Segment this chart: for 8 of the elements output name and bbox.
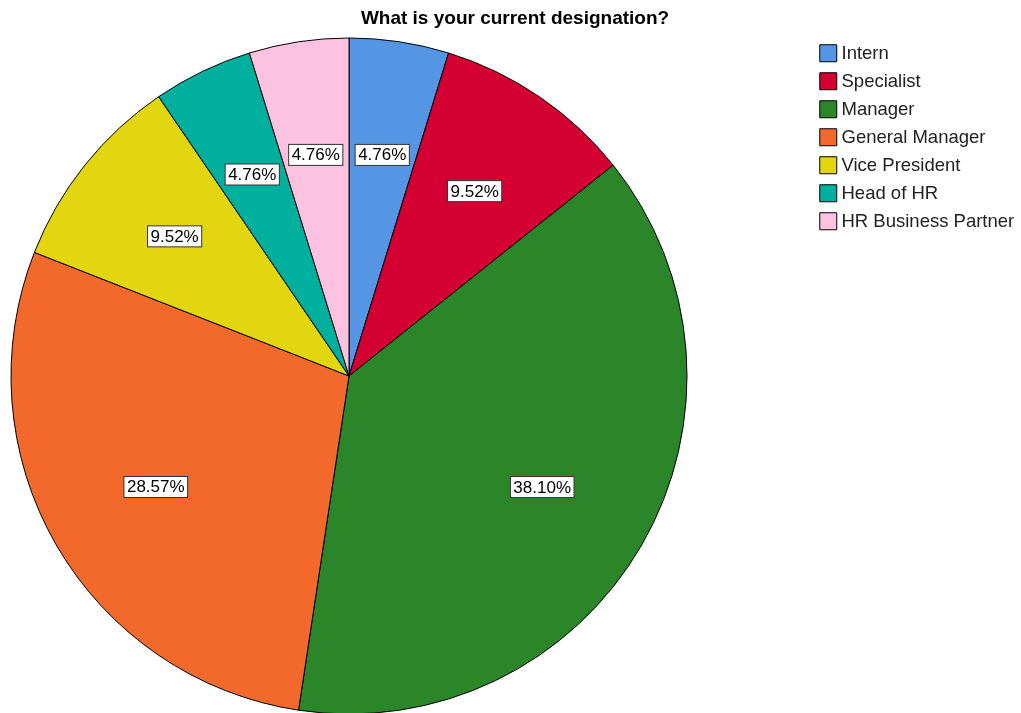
legend-label: Specialist <box>841 70 921 92</box>
legend-label: HR Business Partner <box>841 210 1015 232</box>
legend-label: Manager <box>841 98 915 120</box>
legend-label: Intern <box>841 42 889 64</box>
legend-label: Vice President <box>841 154 961 176</box>
legend-label: General Manager <box>841 126 986 148</box>
legend-label: Head of HR <box>841 182 939 204</box>
chart-title: What is your current designation? <box>360 7 670 28</box>
